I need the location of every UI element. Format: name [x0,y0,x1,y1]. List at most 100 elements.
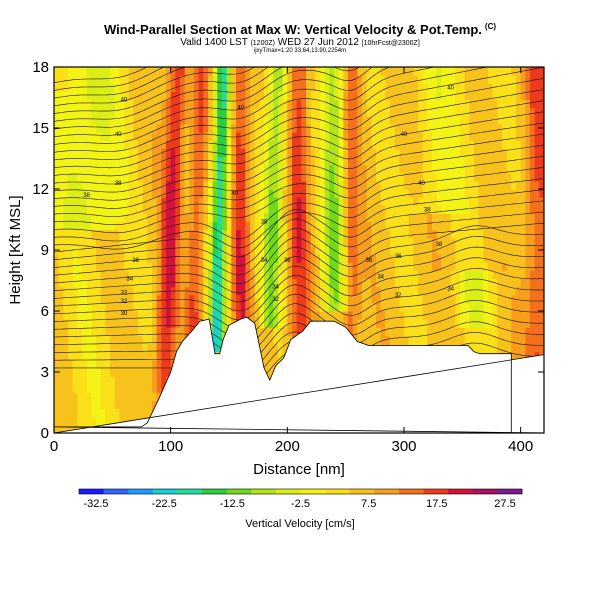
field-cell [436,221,442,231]
field-cell [212,213,218,223]
field-cell [315,148,321,158]
field-cell [72,156,78,166]
field-cell [497,286,503,296]
field-cell [334,132,340,141]
field-cell [539,213,544,223]
field-cell [96,294,102,304]
field-cell [418,237,424,247]
field-cell [166,115,172,125]
field-cell [86,311,92,320]
field-cell [450,245,456,255]
field-cell [380,67,386,76]
field-cell [534,140,540,149]
field-cell [352,302,358,312]
field-cell [91,270,97,280]
field-cell [240,115,246,125]
field-cell [408,262,414,271]
field-cell [357,327,363,336]
field-cell [175,91,181,101]
field-cell [376,140,382,149]
field-cell [273,335,279,345]
field-cell [399,123,405,133]
field-cell [86,286,92,296]
field-cell [273,83,279,92]
field-cell [259,83,265,92]
field-cell [371,327,377,336]
field-cell [371,99,377,109]
field-cell [478,237,484,247]
field-cell [534,164,540,174]
field-cell [166,132,172,141]
field-cell [189,83,195,92]
field-cell [170,189,176,198]
field-cell [441,99,447,109]
field-cell [446,115,452,125]
field-cell [506,254,512,263]
field-cell [394,278,400,288]
field-cell [152,221,158,231]
field-cell [250,172,256,182]
field-cell [338,115,344,125]
field-cell [418,335,424,345]
field-cell [385,245,391,255]
field-cell [180,319,186,328]
field-cell [96,99,102,109]
field-cell [385,278,391,288]
field-cell [147,83,153,92]
field-cell [348,319,354,328]
field-cell [231,262,237,271]
field-cell [539,132,544,141]
field-cell [446,319,452,328]
field-cell [138,254,144,263]
field-cell [254,254,260,263]
colorbar-swatch [398,489,424,494]
field-cell [492,75,498,84]
field-cell [502,302,508,312]
field-cell [166,140,172,149]
field-cell [427,75,433,84]
field-cell [184,278,190,288]
theta-contour [54,133,544,209]
field-cell [208,99,214,109]
field-cell [54,148,60,158]
field-cell [86,376,92,385]
field-cell [105,91,111,101]
field-cell [413,278,419,288]
field-cell [408,197,414,206]
field-cell [189,294,195,304]
field-cell [96,351,102,361]
field-cell [54,91,60,101]
field-cell [287,294,293,304]
field-cell [455,83,461,92]
field-cell [217,278,223,288]
field-cell [114,83,120,92]
field-cell [170,221,176,231]
field-cell [469,286,475,296]
field-cell [72,132,78,141]
field-cell [296,172,302,182]
field-cell [376,319,382,328]
field-cell [152,180,158,190]
field-cell [422,311,428,320]
field-cell [268,343,274,353]
field-cell [352,180,358,190]
field-cell [324,132,330,141]
field-cell [329,221,335,231]
field-cell [432,172,438,182]
field-cell [54,156,60,166]
field-cell [63,213,69,223]
field-cell [250,229,256,239]
field-cell [525,262,531,271]
field-cell [100,335,106,345]
field-cell [408,335,414,345]
field-cell [147,286,153,296]
field-cell [418,180,424,190]
field-cell [203,278,209,288]
theta-contour [54,222,544,276]
field-cell [180,278,186,288]
field-cell [366,148,372,158]
contour-label: 38 [424,207,431,213]
field-cell [282,99,288,109]
field-cell [343,294,349,304]
field-cell [427,213,433,223]
